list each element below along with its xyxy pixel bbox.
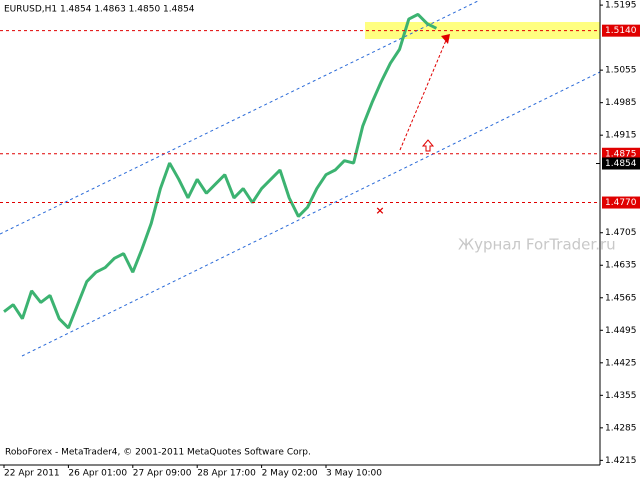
x-tick-label: 28 Apr 17:00 — [197, 469, 256, 479]
footer: RoboForex - MetaTrader4, © 2001-2011 Met… — [5, 448, 311, 458]
price-line — [3, 13, 438, 330]
arrow-head — [441, 34, 450, 44]
watermark: Журнал ForTrader.ru — [458, 236, 616, 254]
level-box — [602, 24, 640, 37]
y-tick-label: 1.4495 — [605, 326, 637, 336]
x-tick-label: 27 Apr 09:00 — [133, 469, 192, 479]
current-price-box — [602, 157, 640, 170]
level-label: 1.4875 — [605, 149, 637, 159]
y-tick-label: 1.4705 — [605, 228, 637, 238]
stop-mark: × — [375, 204, 384, 217]
y-tick-label: 1.4285 — [605, 423, 637, 433]
level-label: 1.4770 — [605, 198, 637, 208]
x-tick-label: 3 May 10:00 — [326, 469, 382, 479]
forecast-arrow — [399, 37, 448, 151]
y-tick-label: 1.4355 — [605, 391, 637, 401]
level-box — [602, 196, 640, 209]
up-arrow-icon — [421, 139, 435, 152]
x-tick-label: 26 Apr 01:00 — [68, 469, 127, 479]
y-tick-label: 1.4215 — [605, 456, 637, 466]
level-label: 1.5140 — [605, 26, 637, 36]
channel-line — [21, 71, 601, 357]
channel-line — [0, 0, 481, 235]
x-tick-label: 22 Apr 2011 — [4, 469, 60, 479]
level-box — [602, 147, 640, 160]
y-tick-label: 1.5195 — [605, 1, 637, 11]
current-price-label: 1.4854 — [605, 159, 637, 169]
y-tick-label: 1.4985 — [605, 98, 637, 108]
y-tick-label: 1.4425 — [605, 358, 637, 368]
y-tick-label: 1.4565 — [605, 293, 637, 303]
y-tick-label: 1.5055 — [605, 66, 637, 76]
x-tick-label: 2 May 02:00 — [262, 469, 318, 479]
chart-title: EURUSD,H1 1.4854 1.4863 1.4850 1.4854 — [4, 5, 195, 15]
y-tick-label: 1.4635 — [605, 261, 637, 271]
y-tick-label: 1.4915 — [605, 131, 637, 141]
